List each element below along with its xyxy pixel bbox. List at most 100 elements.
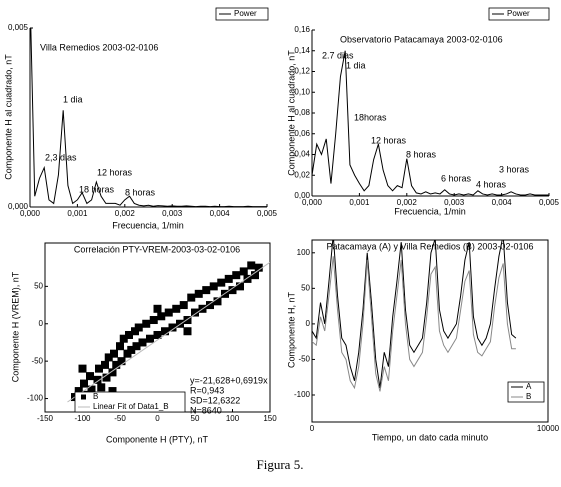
chart-title: Correlación PTY-VREM-2003-03-02-0106 <box>74 244 240 254</box>
scatter-point <box>119 334 128 343</box>
scatter-point <box>164 308 173 317</box>
annotation: SD=12,6322 <box>190 395 240 405</box>
scatter-point <box>95 364 103 373</box>
scatter-point <box>247 261 256 270</box>
y-axis-label: Componente H (VREM), nT <box>10 271 20 382</box>
y-tick-label: 0 <box>39 319 44 328</box>
scatter-point <box>183 316 192 325</box>
y-tick-label: 0,16 <box>294 25 310 34</box>
scatter-point <box>97 383 106 392</box>
x-tick-label: 0 <box>310 424 315 433</box>
scatter-point <box>116 342 124 351</box>
plot-area <box>30 28 267 207</box>
scatter-point <box>213 297 222 306</box>
scatter-point <box>157 312 166 321</box>
scatter-point <box>101 360 109 369</box>
x-tick-label: 0,004 <box>210 209 231 218</box>
x-tick-label: -100 <box>74 414 91 423</box>
legend-label: A <box>526 382 532 391</box>
x-tick-label: 0,003 <box>162 209 183 218</box>
annotation: 18horas <box>354 112 387 122</box>
plot-area <box>312 240 517 392</box>
x-tick-label: 50 <box>191 414 200 423</box>
y-tick-label: 0 <box>306 319 311 328</box>
scatter-point <box>183 327 192 336</box>
scatter-point <box>161 327 169 336</box>
scatter-point <box>153 330 162 339</box>
scatter-point <box>108 368 117 377</box>
x-tick-label: 0,003 <box>444 198 465 207</box>
annotation: 18 horas <box>79 184 115 194</box>
x-tick-label: 0,002 <box>397 198 418 207</box>
scatter-point <box>202 286 211 295</box>
chart-title: Villa Remedios 2003-02-0106 <box>40 42 158 52</box>
y-tick-label: -100 <box>294 390 311 399</box>
x-tick-label: 0 <box>155 414 160 423</box>
y-tick-label: -100 <box>27 394 44 403</box>
scatter-point <box>217 278 226 287</box>
series-line <box>30 28 267 207</box>
chart-title: Observatorio Patacamaya 2003-02-0106 <box>340 34 503 44</box>
scatter-point <box>239 267 248 276</box>
annotation: 1 dia <box>63 94 83 104</box>
scatter-point <box>132 342 141 351</box>
x-tick-label: 0,001 <box>67 209 88 218</box>
scatter-point <box>117 357 126 366</box>
scatter-point <box>224 274 233 283</box>
annotation: 12 horas <box>97 167 133 177</box>
legend-label: Linear Fit of Data1_B <box>93 402 169 411</box>
legend-box <box>488 7 550 21</box>
y-tick-label: 50 <box>34 281 43 290</box>
scatter-point <box>110 349 118 358</box>
annotation: N=8640 <box>190 405 222 415</box>
scatter-point <box>191 308 199 317</box>
y-tick-label: 0,12 <box>294 67 310 76</box>
x-tick-label: 0,005 <box>257 209 278 218</box>
y-axis-label: Componente H al cuadrado, nT <box>3 54 13 180</box>
scatter-point <box>206 301 214 310</box>
annotation: 1 dia <box>346 60 366 70</box>
scatter-point <box>78 364 87 373</box>
scatter-point <box>149 316 158 325</box>
y-tick-label: 0,06 <box>294 129 310 138</box>
legend-label: Power <box>234 9 257 18</box>
legend-label: B <box>526 392 531 401</box>
scatter-point <box>102 373 111 382</box>
y-tick-label: 50 <box>301 283 310 292</box>
scatter-point <box>232 271 241 280</box>
scatter-point <box>168 323 177 332</box>
scatter-point <box>93 375 102 384</box>
y-tick-label: 0,08 <box>294 108 310 117</box>
scatter-point <box>236 282 244 291</box>
scatter-point <box>146 334 154 343</box>
scatter-point <box>125 330 133 339</box>
scatter-point <box>108 387 117 396</box>
scatter-point <box>179 301 188 310</box>
scatter-point <box>243 274 252 283</box>
scatter-point <box>80 379 88 388</box>
scatter-point <box>142 319 151 328</box>
x-tick-label: 100 <box>226 414 240 423</box>
scatter-point <box>209 282 218 291</box>
scatter-point <box>172 304 181 313</box>
annotation: y=-21,628+0,6919x <box>190 375 268 385</box>
series-line <box>312 240 517 388</box>
y-tick-label: 0,005 <box>8 23 29 32</box>
annotation: 4 horas <box>476 179 507 189</box>
x-tick-label: 0,000 <box>20 209 41 218</box>
scatter-point <box>87 385 96 394</box>
y-tick-label: -50 <box>298 355 310 364</box>
scatter-point <box>194 289 203 298</box>
y-tick-label: 100 <box>297 248 311 257</box>
annotation: 6 horas <box>441 173 472 183</box>
series-line <box>312 256 516 392</box>
scatter-point <box>138 338 147 347</box>
legend-box <box>215 7 269 21</box>
y-tick-label: 0,10 <box>294 87 310 96</box>
x-axis-label: Frecuencia, 1/min <box>394 206 466 216</box>
x-tick-label: 0,000 <box>302 198 323 207</box>
annotation: 8 horas <box>406 149 437 159</box>
scatter-point <box>127 345 136 354</box>
scatter-point <box>112 360 121 369</box>
